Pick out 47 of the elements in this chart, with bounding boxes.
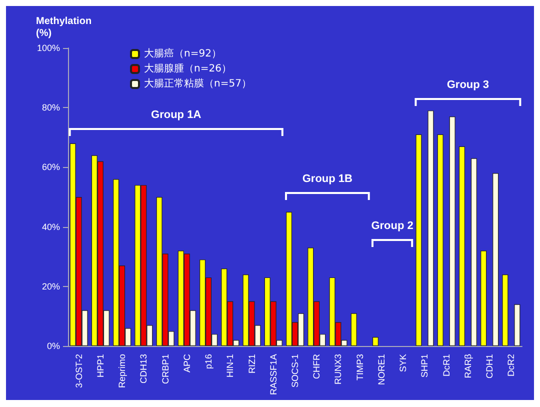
legend-label: 大腸正常粘膜（n=57）: [144, 78, 252, 90]
bar: [449, 116, 456, 346]
x-tick-label: CDH13: [138, 354, 149, 384]
x-tick-label: 3-OST-2: [74, 354, 84, 388]
y-axis-title: Methylation (%): [36, 16, 92, 40]
annotation: Group 1B: [302, 173, 352, 185]
bar: [492, 173, 499, 346]
bar: [437, 134, 444, 346]
legend-label: 大腸腺腫（n=26）: [144, 62, 232, 74]
bar: [372, 337, 378, 346]
x-tick-label: DcR1: [441, 354, 452, 377]
annotation: Group 3: [446, 79, 490, 91]
bar: [350, 313, 357, 346]
x-tick-label: HIN-1: [225, 354, 236, 378]
y-tick-label: 60%: [42, 162, 60, 172]
x-tick-label: APC: [182, 354, 192, 373]
x-tick-label: SOCS-1: [290, 354, 300, 388]
x-tick-label: CHFR: [312, 354, 322, 379]
x-tick-label: RASSF1A: [268, 354, 278, 396]
bar: [416, 134, 422, 346]
x-tick-label: NORE1: [376, 354, 386, 386]
bar: [480, 250, 487, 346]
x-tick-label: RIZ1: [246, 354, 257, 374]
bar: [458, 146, 465, 346]
x-tick-label: RUNX3: [333, 354, 344, 385]
x-tick-label: Reprimo: [117, 354, 128, 388]
annotation: Group 1A: [151, 109, 202, 121]
y-tick-label: 100%: [36, 43, 60, 53]
x-tick-label: HPP1: [95, 354, 106, 378]
x-tick-label: RARβ: [462, 354, 473, 378]
x-tick-label: SHP1: [420, 354, 430, 378]
y-tick-label: 0%: [46, 341, 60, 351]
x-tick-label: CRBP1: [160, 354, 170, 384]
x-tick-label: SYK: [398, 354, 408, 372]
bar: [470, 158, 477, 346]
annotation: Group 2: [371, 220, 414, 232]
x-tick-label: DcR2: [506, 354, 516, 377]
bar: [514, 304, 520, 346]
x-tick-label: p16: [204, 354, 214, 370]
x-tick-label: CDH1: [484, 354, 495, 379]
bar: [428, 110, 434, 346]
bar: [502, 274, 508, 346]
x-tick-label: TIMP3: [354, 354, 365, 381]
legend-label: 大腸癌（n=92）: [144, 48, 222, 60]
y-tick-label: 40%: [42, 222, 60, 232]
y-tick-label: 80%: [42, 102, 60, 113]
y-tick-label: 20%: [42, 281, 60, 292]
